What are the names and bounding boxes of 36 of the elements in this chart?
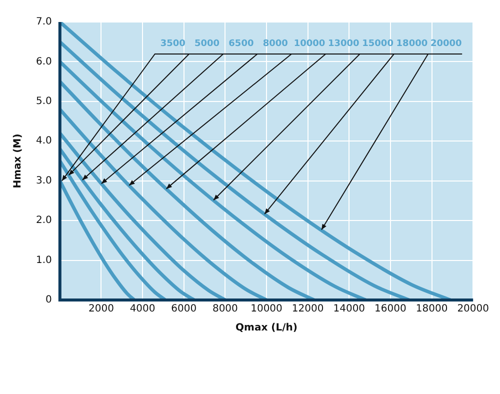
x-tick-label: 18000 [416, 304, 448, 315]
line-series [60, 159, 168, 300]
x-tick-label: 16000 [374, 304, 406, 315]
x-tick-label: 20000 [457, 304, 489, 315]
text: 13000 [328, 38, 360, 49]
y-tick-label: 2.0 [36, 215, 52, 226]
text: 3500 [160, 38, 186, 49]
text: 6500 [228, 38, 254, 49]
line-series [60, 147, 196, 300]
y-tick-label: 5.0 [36, 96, 52, 108]
text: 10000 [294, 38, 326, 49]
text: 5000 [194, 38, 220, 49]
x-tick-label: 12000 [292, 304, 324, 315]
text: 20000 [430, 38, 462, 49]
text: 18000 [396, 38, 428, 49]
line-series [60, 80, 316, 300]
y-tick-label: 7.0 [36, 16, 52, 28]
y-tick-label: 4.0 [36, 136, 52, 147]
x-tick-label: 14000 [333, 304, 366, 315]
x-tick-label: 8000 [212, 304, 238, 315]
line-series [60, 131, 227, 300]
y-tick-label: 0 [46, 294, 52, 306]
y-axis-title: Hmax (M) [12, 134, 24, 188]
x-axis-title: Qmax (L/h) [236, 322, 298, 334]
line-series [60, 60, 368, 300]
y-tick-label: 6.0 [36, 56, 52, 68]
text: 15000 [362, 38, 394, 49]
x-tick-label: 2000 [88, 304, 114, 315]
x-tick-label: 10000 [250, 304, 282, 315]
text: 8000 [262, 38, 288, 49]
y-tick-label: 3.0 [36, 175, 52, 186]
x-tick-label: 4000 [130, 304, 156, 315]
line-series [60, 179, 136, 300]
line-series [60, 108, 268, 300]
x-tick-label: 6000 [171, 304, 197, 315]
y-tick-label: 1.0 [36, 254, 52, 266]
